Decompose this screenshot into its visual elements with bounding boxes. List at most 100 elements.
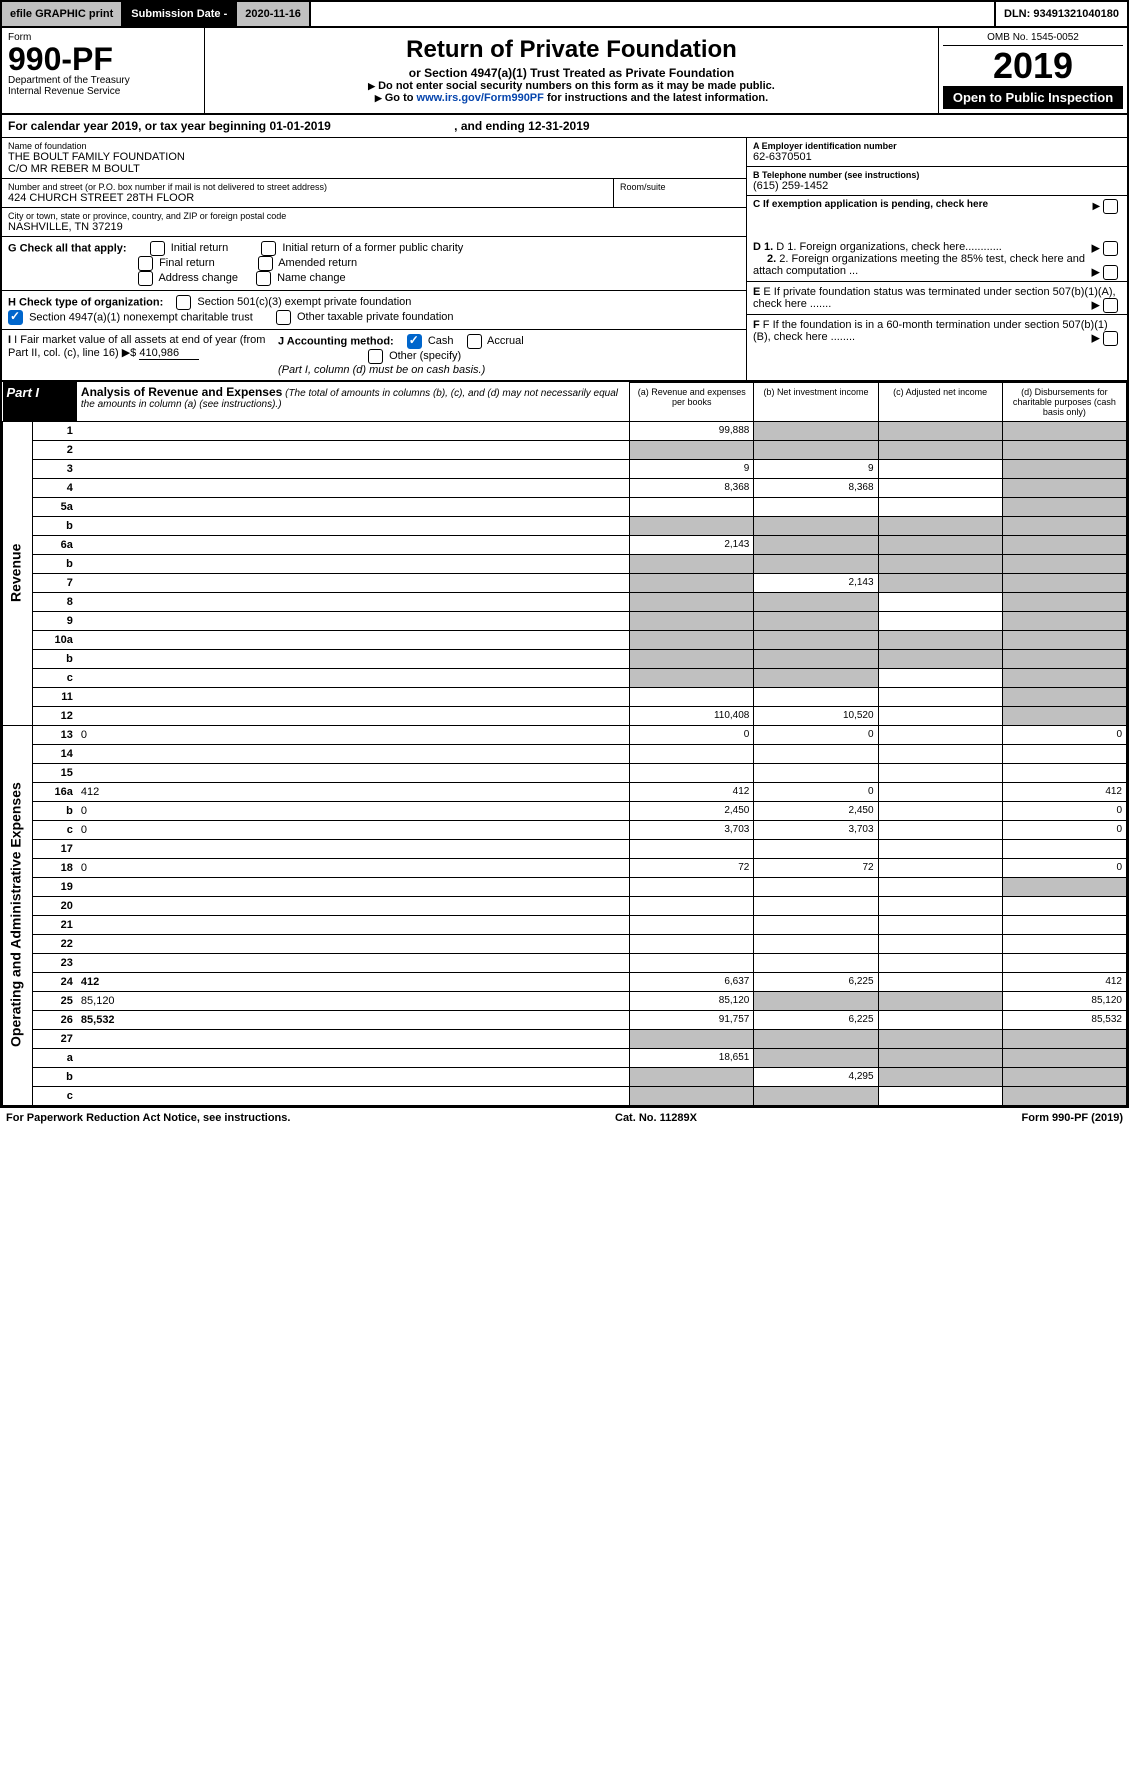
line-description: 0 [77,725,630,744]
501c3-checkbox[interactable] [176,295,191,310]
footer-right: Form 990-PF (2019) [1022,1112,1123,1124]
initial-return-checkbox[interactable] [150,241,165,256]
line-description [77,934,630,953]
amount-col-d [1002,1048,1126,1067]
amount-col-d [1002,839,1126,858]
line-description: 85,532 [77,1010,630,1029]
amount-col-c [878,421,1002,440]
line-number: 10a [32,630,77,649]
form-subtitle: or Section 4947(a)(1) Trust Treated as P… [211,66,932,80]
addr-change-checkbox[interactable] [138,271,153,286]
line-description [77,421,630,440]
e-checkbox[interactable] [1103,298,1118,313]
line-description [77,1029,630,1048]
line-number: 4 [32,478,77,497]
other-taxable-checkbox[interactable] [276,310,291,325]
4947-checkbox[interactable] [8,310,23,325]
ein-cell: A Employer identification number 62-6370… [747,138,1127,167]
amount-col-a [630,896,754,915]
line-number: 18 [32,858,77,877]
line-description [77,478,630,497]
line-number: 17 [32,839,77,858]
amount-col-a [630,934,754,953]
line-number: 12 [32,706,77,725]
line-number: c [32,820,77,839]
amount-col-d [1002,611,1126,630]
d2-checkbox[interactable] [1103,265,1118,280]
amount-col-a: 3,703 [630,820,754,839]
amount-col-d: 85,532 [1002,1010,1126,1029]
amount-col-d [1002,459,1126,478]
amount-col-a [630,687,754,706]
efile-label: efile GRAPHIC print [2,2,123,26]
other-method-checkbox[interactable] [368,349,383,364]
amount-col-c [878,630,1002,649]
amount-col-b: 72 [754,858,878,877]
form990pf-link[interactable]: www.irs.gov/Form990PF [417,92,544,104]
submission-label: Submission Date - [123,2,237,26]
amount-col-d: 0 [1002,801,1126,820]
amount-col-c [878,858,1002,877]
amended-checkbox[interactable] [258,256,273,271]
amount-col-d [1002,592,1126,611]
amount-col-b: 2,143 [754,573,878,592]
amount-col-a [630,554,754,573]
part1-title: Analysis of Revenue and Expenses [81,385,282,399]
amount-col-b [754,1086,878,1105]
amount-col-b [754,991,878,1010]
amount-col-b [754,668,878,687]
dln: DLN: 93491321040180 [994,2,1127,26]
amount-col-c [878,440,1002,459]
amount-col-b [754,592,878,611]
line-number: b [32,649,77,668]
line-number: 19 [32,877,77,896]
amount-col-b [754,877,878,896]
amount-col-c [878,459,1002,478]
cash-checkbox[interactable] [407,334,422,349]
line-number: 9 [32,611,77,630]
amount-col-a [630,440,754,459]
name-change-checkbox[interactable] [256,271,271,286]
accrual-checkbox[interactable] [467,334,482,349]
amount-col-d [1002,668,1126,687]
tax-year: 2019 [943,46,1123,86]
d1-checkbox[interactable] [1103,241,1118,256]
amount-col-a [630,953,754,972]
f-checkbox[interactable] [1103,331,1118,346]
line-description [77,649,630,668]
amount-col-b [754,915,878,934]
header-right: OMB No. 1545-0052 2019 Open to Public In… [939,28,1127,113]
amount-col-c [878,497,1002,516]
city: NASHVILLE, TN 37219 [8,221,740,233]
line-number: 26 [32,1010,77,1029]
line-number: c [32,1086,77,1105]
final-return-checkbox[interactable] [138,256,153,271]
amount-col-c [878,1086,1002,1105]
amount-col-d [1002,573,1126,592]
fmv-value: 410,986 [139,347,199,360]
amount-col-c [878,801,1002,820]
amount-col-a [630,839,754,858]
line-number: 3 [32,459,77,478]
line-description: 0 [77,858,630,877]
amount-col-b [754,839,878,858]
initial-former-checkbox[interactable] [261,241,276,256]
amount-col-b [754,934,878,953]
amount-col-d [1002,1086,1126,1105]
amount-col-d [1002,896,1126,915]
amount-col-b: 6,225 [754,1010,878,1029]
c-checkbox[interactable] [1103,199,1118,214]
amount-col-b [754,611,878,630]
line-number: 6a [32,535,77,554]
amount-col-d: 0 [1002,820,1126,839]
amount-col-b [754,535,878,554]
amount-col-d [1002,687,1126,706]
amount-col-a [630,668,754,687]
amount-col-c [878,1029,1002,1048]
open-to-public: Open to Public Inspection [943,86,1123,109]
amount-col-d [1002,535,1126,554]
amount-col-c [878,820,1002,839]
section-label: Operating and Administrative Expenses [3,725,33,1105]
form-header: Form 990-PF Department of the Treasury I… [0,28,1129,115]
line-description [77,497,630,516]
